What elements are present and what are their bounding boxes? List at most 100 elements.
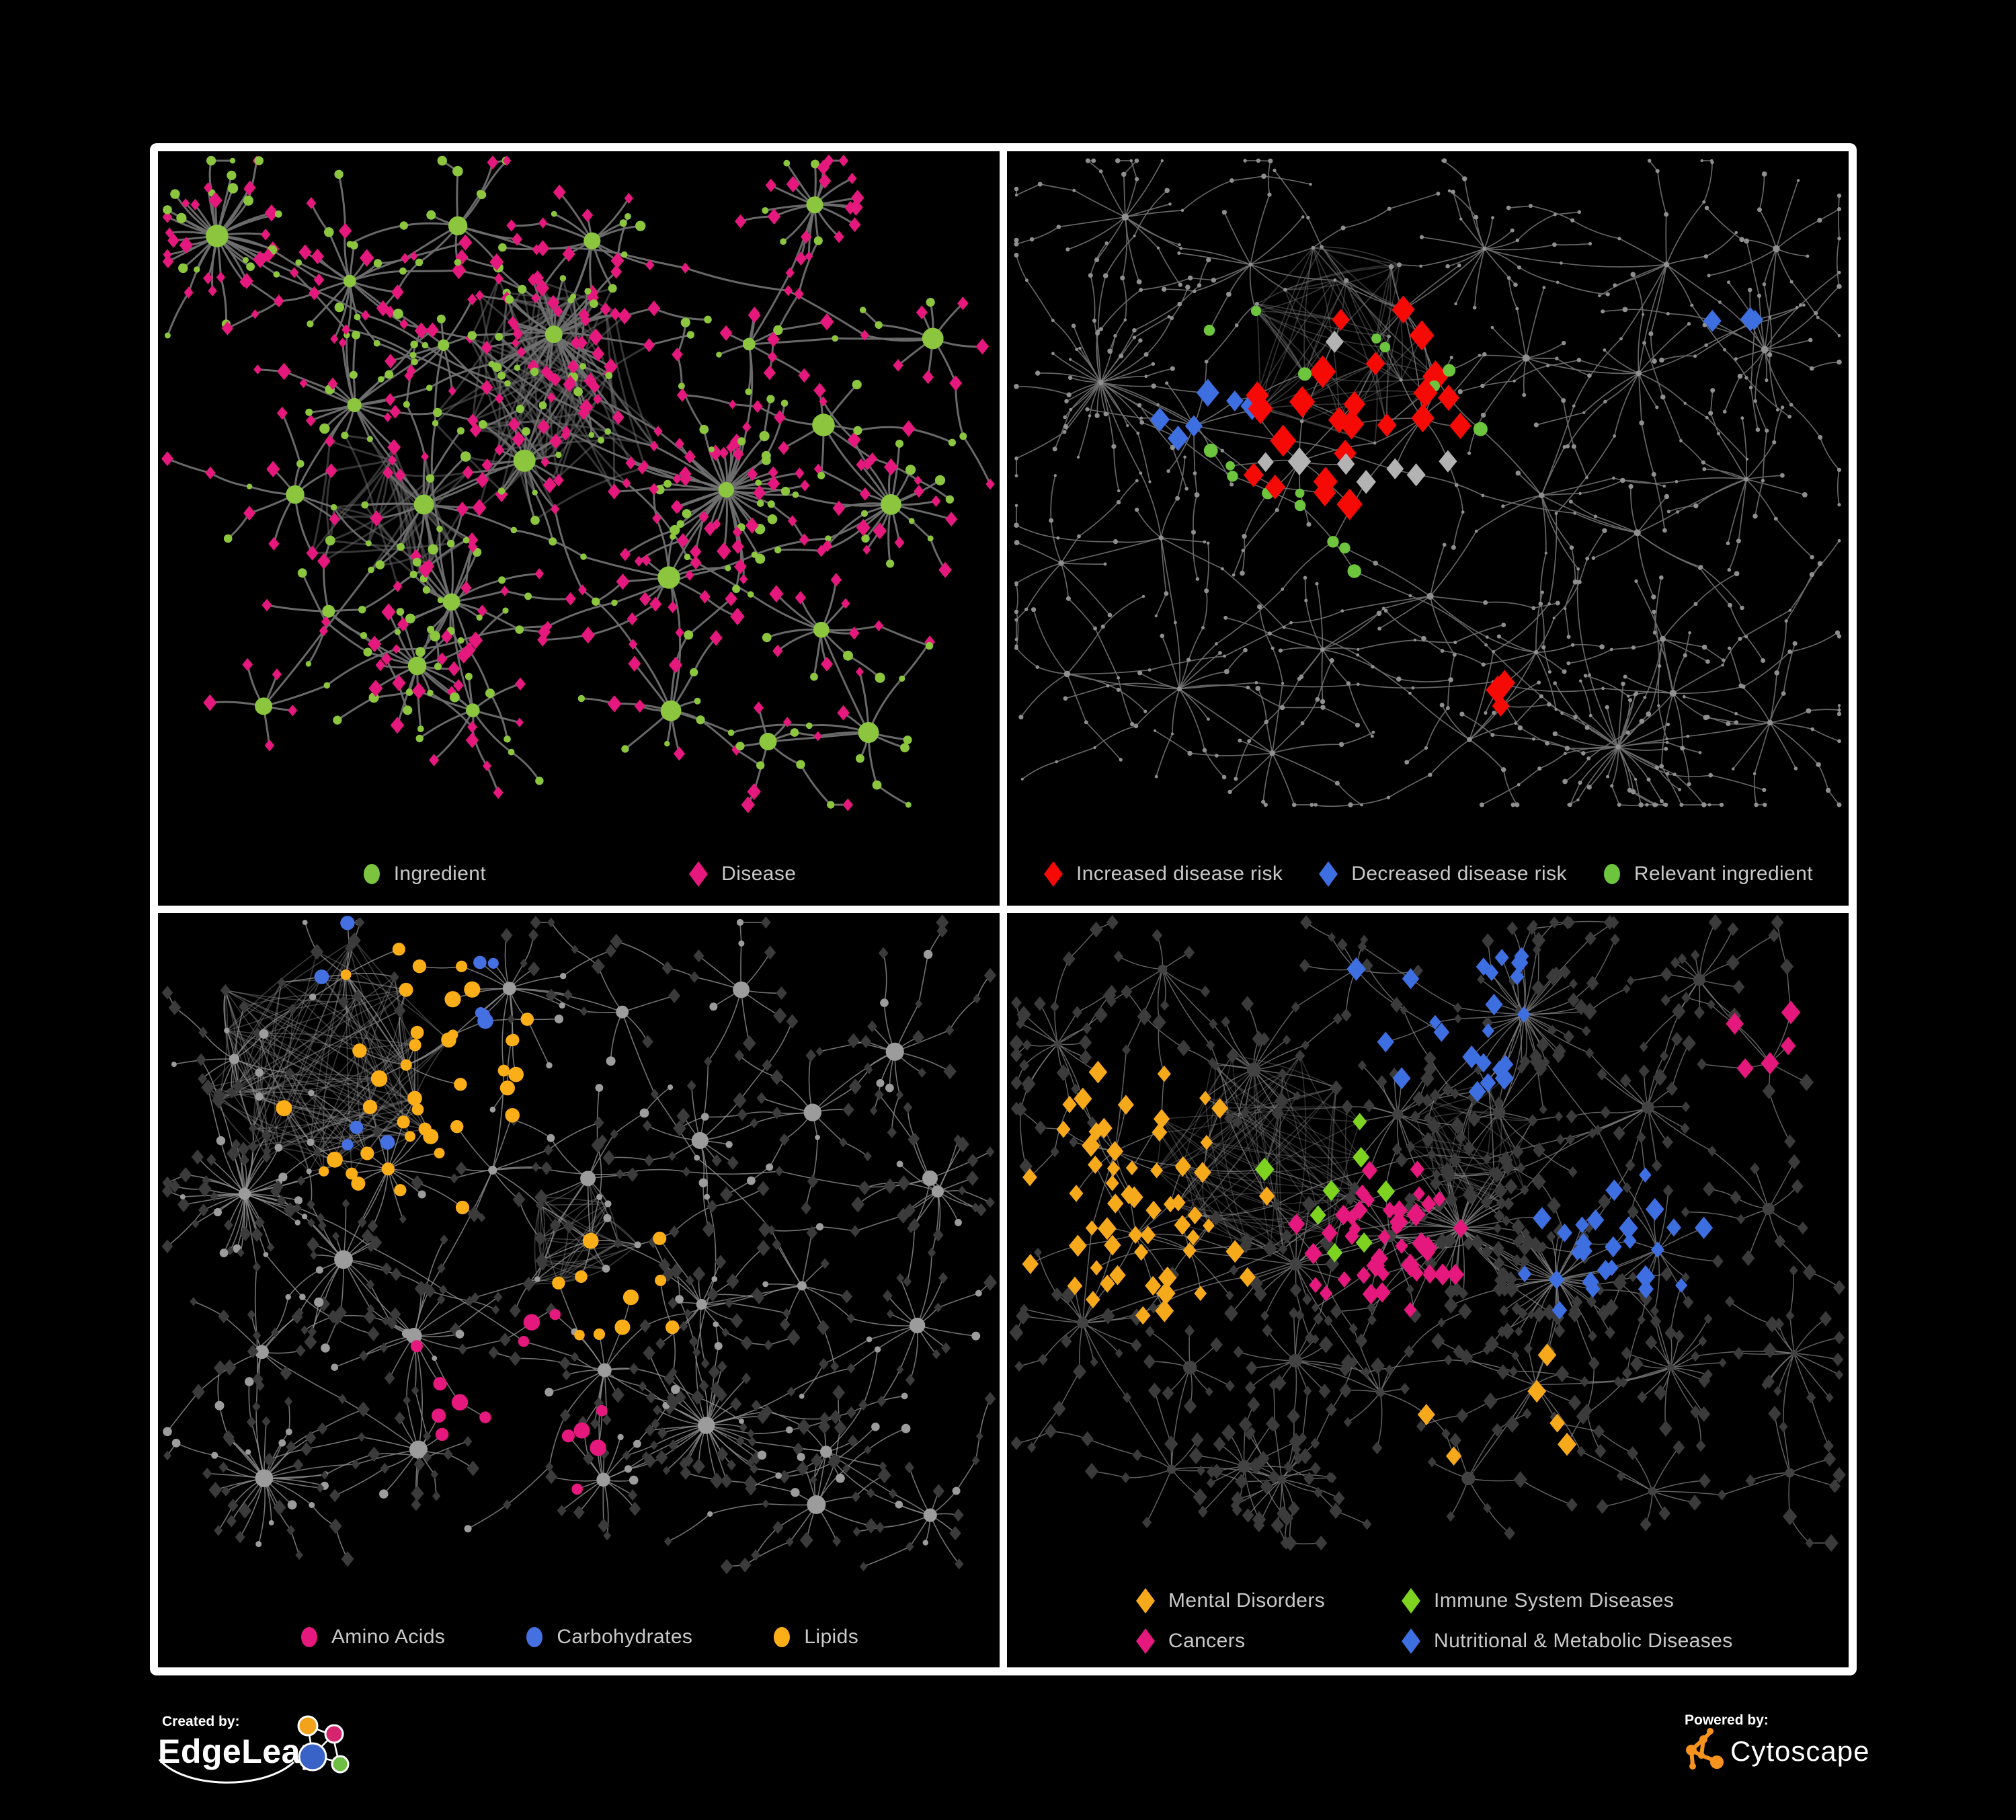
graph-node (579, 1006, 588, 1017)
graph-edge (1202, 590, 1208, 628)
graph-node (904, 1461, 914, 1474)
graph-node (216, 272, 226, 283)
graph-edge (1482, 784, 1519, 805)
graph-node (192, 1219, 200, 1228)
graph-node (423, 1452, 432, 1463)
graph-node (266, 461, 280, 477)
graph-edge (1525, 357, 1639, 374)
graph-node (403, 705, 413, 715)
graph-edge (1460, 1228, 1504, 1275)
graph-node (567, 359, 579, 374)
graph-edge (1111, 968, 1163, 1002)
graph-edge (1573, 338, 1622, 407)
graph-edge (534, 314, 585, 372)
graph-node (779, 1318, 791, 1331)
legend-item-amino-acids: Amino Acids (299, 1624, 445, 1650)
graph-node (331, 1363, 339, 1371)
graph-node (1387, 206, 1392, 211)
graph-node (415, 734, 424, 743)
graph-node (1587, 373, 1592, 378)
graph-edge (748, 344, 752, 392)
graph-edge (1285, 266, 1392, 290)
graph-edge (1255, 247, 1314, 312)
graph-node (959, 432, 967, 440)
graph-node (1761, 479, 1765, 483)
graph-edge (1564, 758, 1589, 783)
graph-node (1170, 732, 1174, 736)
graph-edge (1584, 1367, 1671, 1383)
graph-node (878, 947, 889, 959)
graph-node (245, 1377, 254, 1386)
graph-node (668, 1297, 678, 1310)
graph-node (1143, 352, 1149, 357)
graph-edge (1708, 248, 1777, 276)
graph-edge (519, 302, 555, 409)
graph-node (288, 1003, 297, 1015)
graph-node (389, 971, 399, 983)
graph-node (834, 230, 844, 243)
graph-edge (472, 313, 616, 422)
graph-node (300, 1325, 309, 1335)
graph-edge (1256, 289, 1286, 305)
graph-edge (1022, 761, 1057, 780)
graph-edge (1304, 280, 1347, 374)
graph-node (1722, 658, 1726, 662)
graph-edge (252, 1097, 415, 1130)
graph-node (171, 1062, 177, 1068)
graph-node (1436, 192, 1441, 196)
graph-node (660, 700, 682, 721)
graph-edge (1483, 651, 1537, 666)
graph-node (1397, 262, 1402, 268)
graph-node (1170, 444, 1176, 450)
graph-node (896, 1160, 903, 1168)
graph-node (1098, 169, 1103, 173)
graph-edge (1812, 728, 1840, 742)
graph-edge (1067, 669, 1150, 675)
graph-edge (1755, 480, 1764, 516)
graph-node (182, 198, 190, 208)
graph-node (971, 1202, 980, 1213)
graph-edge (1350, 797, 1389, 805)
graph-node (1633, 693, 1638, 697)
graph-node (1215, 754, 1219, 758)
graph-node (1662, 484, 1666, 488)
graph-edge (1785, 574, 1813, 622)
graph-node (1355, 722, 1361, 728)
graph-edge (1750, 387, 1759, 430)
graph-edge (317, 1109, 418, 1153)
graph-node (1193, 289, 1197, 294)
graph-node (201, 1079, 215, 1096)
graph-edge (1637, 511, 1679, 534)
graph-node-highlight (350, 1120, 364, 1134)
graph-edge (1269, 633, 1323, 650)
graph-edge (174, 1007, 204, 1033)
graph-edge (1244, 493, 1268, 537)
graph-edge (1656, 171, 1667, 215)
graph-node-highlight (1438, 385, 1459, 411)
graph-edge (1763, 284, 1771, 318)
graph-node (1768, 315, 1772, 319)
graph-edge (1637, 532, 1701, 569)
graph-edge (1539, 603, 1545, 647)
graph-node (809, 1475, 817, 1485)
graph-edge (1403, 265, 1460, 311)
graph-edge (1519, 266, 1558, 283)
graph-edge (367, 472, 389, 544)
graph-edge (1125, 216, 1140, 282)
graph-node (613, 1237, 623, 1249)
graph-edge (758, 1285, 802, 1299)
graph-node (421, 452, 429, 462)
graph-node (1139, 416, 1143, 420)
graph-node (588, 432, 595, 438)
graph-node-highlight (410, 1340, 423, 1353)
graph-node (1130, 721, 1135, 727)
graph-node (1603, 348, 1607, 352)
graph-node (1531, 606, 1536, 610)
graph-node (864, 1445, 872, 1455)
graph-node (1747, 287, 1752, 292)
graph-edge (1256, 1264, 1296, 1284)
graph-node (1085, 158, 1090, 163)
graph-node-highlight (1443, 364, 1456, 377)
legend-label: Amino Acids (331, 1626, 446, 1648)
graph-node (397, 543, 405, 551)
